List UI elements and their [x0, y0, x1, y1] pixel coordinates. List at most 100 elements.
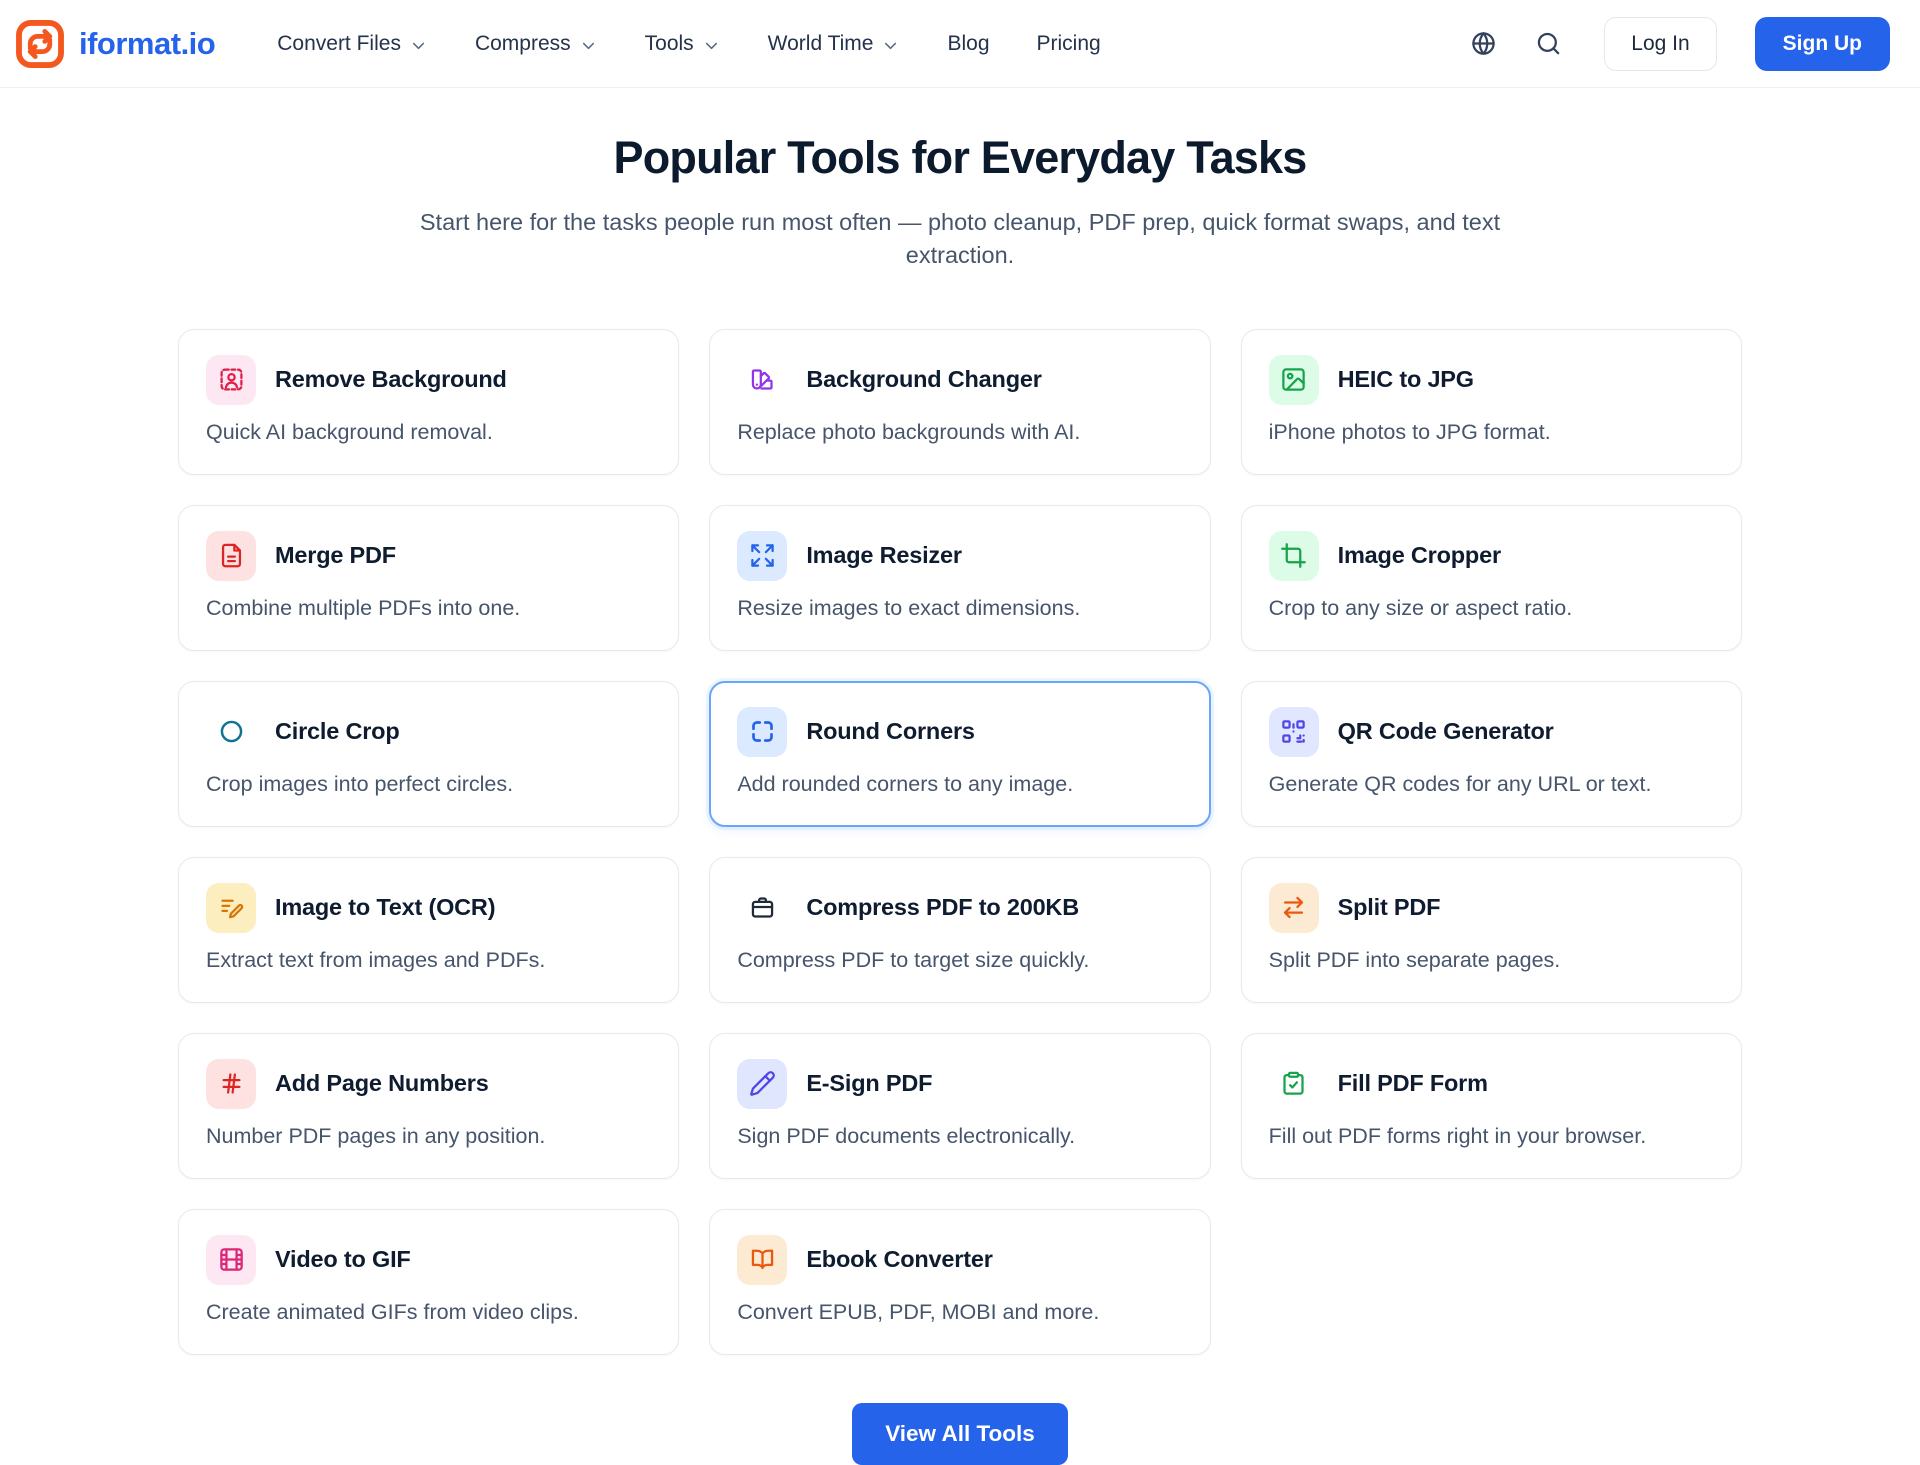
compress-icon	[737, 883, 787, 933]
tool-card-title: E-Sign PDF	[806, 1070, 933, 1097]
nav-item-label: Pricing	[1036, 31, 1101, 55]
nav-item-label: Tools	[644, 31, 694, 55]
tool-card-header: Compress PDF to 200KB	[737, 883, 1182, 933]
chevron-down-icon	[579, 36, 598, 55]
nav-item-tools[interactable]: Tools	[645, 32, 721, 56]
tool-card-title: Merge PDF	[275, 542, 396, 569]
tool-card-circle-crop[interactable]: Circle Crop Crop images into perfect circ…	[178, 680, 680, 827]
page-subtitle: Start here for the tasks people run most…	[419, 209, 1501, 269]
tool-card-background-changer[interactable]: Background Changer Replace photo backgrou…	[709, 328, 1211, 475]
tool-card-description: Split PDF into separate pages.	[1268, 947, 1561, 972]
tool-card-title: Image Cropper	[1337, 542, 1501, 569]
tools-grid: Remove Background Quick AI background rem…	[178, 328, 1742, 1355]
tool-card-description: Convert EPUB, PDF, MOBI and more.	[737, 1299, 1100, 1324]
brand-name[interactable]: iformat.io	[79, 25, 216, 61]
tool-card-image-resizer[interactable]: Image Resizer Resize images to exact dime…	[709, 504, 1211, 651]
chevron-down-icon	[409, 36, 428, 55]
tool-card-title: Compress PDF to 200KB	[806, 894, 1079, 921]
tool-card-round-corners[interactable]: Round Corners Add rounded corners to any …	[709, 680, 1211, 827]
pen-icon	[737, 1058, 788, 1109]
tool-card-e-sign-pdf[interactable]: E-Sign PDF Sign PDF documents electronica…	[709, 1032, 1211, 1179]
header-actions: Log In Sign Up	[1470, 16, 1890, 71]
nav-item-compress[interactable]: Compress	[475, 32, 598, 56]
tool-card-title: Video to GIF	[275, 1246, 411, 1273]
tool-card-description: Fill out PDF forms right in your browser…	[1268, 1123, 1647, 1148]
tool-card-header: Image to Text (OCR)	[206, 882, 651, 933]
tool-card-title: QR Code Generator	[1337, 718, 1554, 745]
signup-button[interactable]: Sign Up	[1754, 16, 1890, 71]
tool-card-description: Crop to any size or aspect ratio.	[1268, 595, 1573, 620]
tool-card-header: Remove Background	[206, 354, 651, 405]
logo-swap-icon[interactable]	[14, 18, 66, 70]
clipboard-check-icon	[1269, 1059, 1319, 1109]
tool-card-remove-background[interactable]: Remove Background Quick AI background rem…	[178, 328, 680, 475]
tool-card-description: iPhone photos to JPG format.	[1268, 419, 1551, 444]
tool-card-fill-pdf-form[interactable]: Fill PDF Form Fill out PDF forms right in…	[1240, 1032, 1742, 1179]
tool-card-header: QR Code Generator	[1268, 706, 1714, 757]
tool-card-split-pdf[interactable]: Split PDF Split PDF into separate pages.	[1240, 856, 1742, 1003]
tool-card-description: Resize images to exact dimensions.	[737, 595, 1081, 620]
tool-card-heic-to-jpg[interactable]: HEIC to JPG iPhone photos to JPG format.	[1240, 328, 1742, 475]
text-scan-icon	[206, 882, 256, 933]
nav-item-label: World Time	[767, 31, 874, 55]
tool-card-add-page-numbers[interactable]: Add Page Numbers Number PDF pages in any …	[178, 1032, 680, 1179]
tool-card-compress-pdf-to-200kb[interactable]: Compress PDF to 200KB Compress PDF to tar…	[709, 856, 1211, 1003]
globe-icon[interactable]	[1470, 30, 1497, 57]
nav-item-world-time[interactable]: World Time	[768, 32, 901, 56]
view-all-tools-button[interactable]: View All Tools	[852, 1402, 1068, 1465]
tool-card-title: Round Corners	[806, 718, 975, 745]
tool-card-header: Add Page Numbers	[206, 1058, 651, 1109]
qr-code-icon	[1268, 706, 1319, 757]
tool-card-header: Background Changer	[737, 355, 1182, 405]
tool-card-ebook-converter[interactable]: Ebook Converter Convert EPUB, PDF, MOBI a…	[709, 1208, 1211, 1355]
tool-card-description: Crop images into perfect circles.	[206, 771, 514, 796]
login-button[interactable]: Log In	[1604, 16, 1717, 71]
file-text-icon	[206, 530, 256, 581]
swap-arrows-icon	[1268, 882, 1319, 933]
circle-icon	[206, 707, 256, 757]
tool-card-header: Circle Crop	[206, 707, 651, 757]
swatch-book-icon	[737, 355, 787, 405]
tool-card-header: E-Sign PDF	[737, 1058, 1182, 1109]
book-open-icon	[737, 1234, 788, 1285]
site-header: iformat.io Convert Files Compress Tools Wor…	[0, 0, 1920, 88]
tool-card-description: Extract text from images and PDFs.	[206, 947, 546, 972]
chevron-down-icon	[881, 36, 900, 55]
tool-card-header: Image Cropper	[1268, 530, 1714, 581]
cta-row: View All Tools	[178, 1402, 1742, 1465]
tool-card-video-to-gif[interactable]: Video to GIF Create animated GIFs from vi…	[178, 1208, 680, 1355]
crop-icon	[1268, 530, 1319, 581]
search-icon[interactable]	[1535, 30, 1562, 57]
tool-card-header: HEIC to JPG	[1268, 354, 1714, 405]
main-content: Popular Tools for Everyday Tasks Start h…	[178, 132, 1742, 1465]
round-corners-icon	[737, 706, 788, 757]
tool-card-description: Sign PDF documents electronically.	[737, 1123, 1076, 1148]
tool-card-description: Generate QR codes for any URL or text.	[1268, 771, 1652, 796]
tool-card-merge-pdf[interactable]: Merge PDF Combine multiple PDFs into one.	[178, 504, 680, 651]
chevron-down-icon	[702, 36, 721, 55]
nav-item-label: Blog	[947, 31, 990, 55]
tool-card-image-cropper[interactable]: Image Cropper Crop to any size or aspect …	[1240, 504, 1742, 651]
tool-card-title: Image to Text (OCR)	[275, 894, 496, 921]
film-icon	[206, 1234, 256, 1285]
tool-card-title: Remove Background	[275, 366, 507, 393]
tool-card-image-to-text-ocr[interactable]: Image to Text (OCR) Extract text from ima…	[178, 856, 680, 1003]
tool-card-description: Add rounded corners to any image.	[737, 771, 1074, 796]
tool-card-description: Number PDF pages in any position.	[206, 1123, 546, 1148]
tool-card-title: Image Resizer	[806, 542, 962, 569]
tool-card-header: Image Resizer	[737, 530, 1182, 581]
tool-card-title: Circle Crop	[275, 718, 400, 745]
tool-card-description: Combine multiple PDFs into one.	[206, 595, 521, 620]
tool-card-header: Round Corners	[737, 706, 1182, 757]
tool-card-header: Split PDF	[1268, 882, 1714, 933]
nav-item-pricing[interactable]: Pricing	[1037, 32, 1101, 56]
tool-card-description: Quick AI background removal.	[206, 419, 493, 444]
image-icon	[1268, 354, 1319, 405]
hash-icon	[206, 1058, 256, 1109]
person-scan-icon	[206, 354, 256, 405]
tool-card-header: Merge PDF	[206, 530, 651, 581]
page-title: Popular Tools for Everyday Tasks	[613, 132, 1308, 183]
nav-item-convert-files[interactable]: Convert Files	[277, 32, 428, 56]
tool-card-qr-code-generator[interactable]: QR Code Generator Generate QR codes for a…	[1240, 680, 1742, 827]
nav-item-blog[interactable]: Blog	[947, 32, 989, 56]
